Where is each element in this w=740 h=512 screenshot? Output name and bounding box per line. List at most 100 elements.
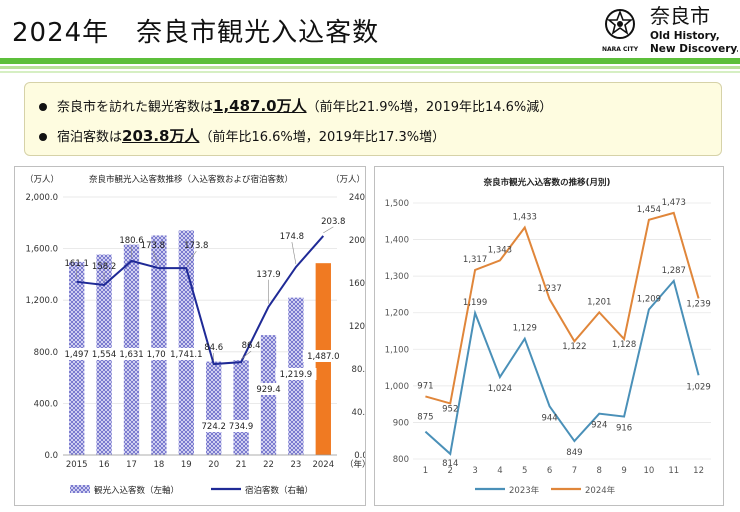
point-label-2024年-5: 1,433: [513, 213, 537, 223]
left-tick-label: 400.0: [34, 399, 58, 409]
line-value-label-18: 173.8: [141, 241, 165, 251]
x-tick-label: 10: [644, 466, 655, 476]
x-tick-label: 22: [263, 460, 274, 470]
x-tick-label: 21: [236, 460, 247, 470]
bar-label-bg: [88, 348, 120, 360]
left-tick-label: 1,600.0: [26, 245, 58, 255]
bar-label-bg: [302, 350, 344, 362]
y-tick-label: 800: [393, 455, 409, 465]
bar-label-bg: [275, 368, 317, 380]
x-tick-label: 11: [668, 466, 679, 476]
bar-label-bg: [225, 420, 257, 432]
y-tick-label: 1,000: [385, 382, 409, 392]
left-tick-label: 1,200.0: [26, 296, 58, 306]
line-value-label-2024: 203.8: [321, 217, 345, 227]
line-value-label-19: 173.8: [184, 241, 208, 251]
x-tick-label: 23: [290, 460, 301, 470]
summary-visitors: 奈良市を訪れた観光客数は1,487.0万人（前年比21.9%増，2019年比14…: [39, 95, 552, 116]
bar-value-label-21: 734.9: [229, 422, 253, 432]
point-label-2023年-12: 1,029: [686, 382, 710, 392]
bar-value-label-2015: 1,497: [65, 350, 89, 360]
bullet-icon: [39, 132, 47, 141]
bar-visitors-21: [233, 360, 249, 455]
point-label-2023年-11: 1,287: [662, 266, 686, 276]
right-tick-label: 120.0: [349, 322, 365, 332]
point-label-2024年-1: 971: [417, 381, 433, 391]
annual-chart-title: 奈良市観光入込客数推移（入込客数および宿泊客数）: [89, 174, 293, 185]
y-tick-label: 1,500: [385, 199, 409, 209]
point-label-2024年-12: 1,239: [686, 299, 710, 309]
x-tick-label: 19: [181, 460, 192, 470]
x-tick-label: 5: [522, 466, 527, 476]
left-tick-label: 0.0: [44, 451, 58, 461]
line-series-2024年: [425, 211, 700, 405]
page-title: 2024年 奈良市観光入込客数: [12, 18, 380, 48]
header-stripe-light-2: [0, 71, 740, 73]
line-label-leader: [240, 350, 252, 360]
legend-label-2024: 2024年: [585, 485, 616, 496]
logo-seal-text: NARA CITY: [602, 46, 639, 53]
nara-city-seal-icon: [605, 9, 635, 39]
x-tick-label: 6: [547, 466, 552, 476]
point-label-2023年-1: 875: [417, 413, 433, 423]
line-value-label-16: 158.2: [92, 262, 116, 272]
monthly-chart-panel: 奈良市観光入込客数の推移(月別) 875 814 1,199 1,024 1,129 94…: [374, 166, 724, 506]
right-tick-label: 160.0: [349, 279, 365, 289]
legend-label-bars: 観光入込客数（左軸）: [94, 485, 179, 496]
point-label-2024年-8: 1,201: [587, 297, 611, 307]
point-label-2024年-4: 1,343: [488, 245, 512, 255]
x-tick-label: 18: [153, 460, 164, 470]
legend-swatch-bars: [70, 485, 90, 493]
x-tick-label: 2024: [312, 460, 334, 470]
annual-legend: 観光入込客数（左軸） 宿泊客数（右軸）: [70, 485, 313, 496]
line-value-label-22: 137.9: [256, 270, 280, 280]
x-axis-unit: （年）: [345, 459, 365, 470]
bar-value-label-2024: 1,487.0: [307, 352, 339, 362]
bar-visitors-22: [260, 335, 277, 455]
summary-box: 奈良市を訪れた観光客数は1,487.0万人（前年比21.9%増，2019年比14…: [24, 82, 722, 156]
left-tick-label: 800.0: [34, 348, 58, 358]
line-value-label-20: 84.6: [204, 343, 223, 353]
bar-value-label-16: 1,554: [92, 350, 116, 360]
point-label-2024年-3: 1,317: [463, 255, 487, 265]
bar-value-label-22: 929.4: [256, 385, 280, 395]
summary-overnight: 宿泊客数は203.8万人（前年比16.6%増，2019年比17.3%増）: [39, 125, 445, 146]
monthly-legend: 2023年 2024年: [475, 485, 616, 496]
logo-tagline-1: Old History,: [650, 30, 720, 42]
line-value-label-17: 180.6: [119, 236, 143, 246]
point-label-2023年-5: 1,129: [513, 324, 537, 334]
bar-value-label-17: 1,631: [119, 350, 143, 360]
line-label-leader: [291, 242, 297, 265]
right-tick-label: 0.0: [354, 451, 365, 461]
annual-chart-panel: 奈良市観光入込客数推移（入込客数および宿泊客数） （万人） （万人） （年） 1…: [14, 166, 373, 506]
x-tick-label: 17: [126, 460, 137, 470]
point-label-2024年-10: 1,454: [637, 205, 661, 215]
point-label-2024年-11: 1,473: [662, 198, 686, 208]
bar-label-bg: [253, 383, 284, 395]
y-tick-label: 1,400: [385, 236, 409, 246]
point-label-2024年-6: 1,237: [537, 284, 561, 294]
right-tick-label: 40.0: [352, 408, 365, 418]
right-tick-label: 200.0: [349, 236, 365, 246]
point-label-2023年-7: 849: [566, 448, 582, 458]
x-tick-label: 8: [597, 466, 602, 476]
x-tick-label: 20: [208, 460, 219, 470]
nara-city-logo: NARA CITY 奈良市 Old History, New Discovery…: [602, 4, 738, 55]
bar-visitors-19: [178, 230, 194, 455]
line-overnight: [76, 235, 325, 366]
bar-visitors-18: [151, 235, 167, 455]
line-value-label-2015: 161.1: [65, 259, 89, 269]
bullet-icon: [39, 102, 47, 111]
point-label-2023年-10: 1,209: [637, 294, 661, 304]
right-tick-label: 240.0: [349, 193, 365, 203]
logo-tagline-2: New Discovery.: [650, 43, 738, 55]
bar-label-bg: [116, 348, 147, 360]
line-label-leader: [323, 226, 334, 234]
visitors-total: 1,487.0万人: [213, 97, 307, 115]
line-label-leader: [186, 250, 197, 266]
x-tick-label: 1: [423, 466, 428, 476]
bar-value-label-20: 724.2: [202, 422, 226, 432]
x-tick-label: 12: [693, 466, 704, 476]
point-label-2023年-2: 814: [442, 459, 458, 469]
bar-label-bg: [61, 348, 92, 360]
